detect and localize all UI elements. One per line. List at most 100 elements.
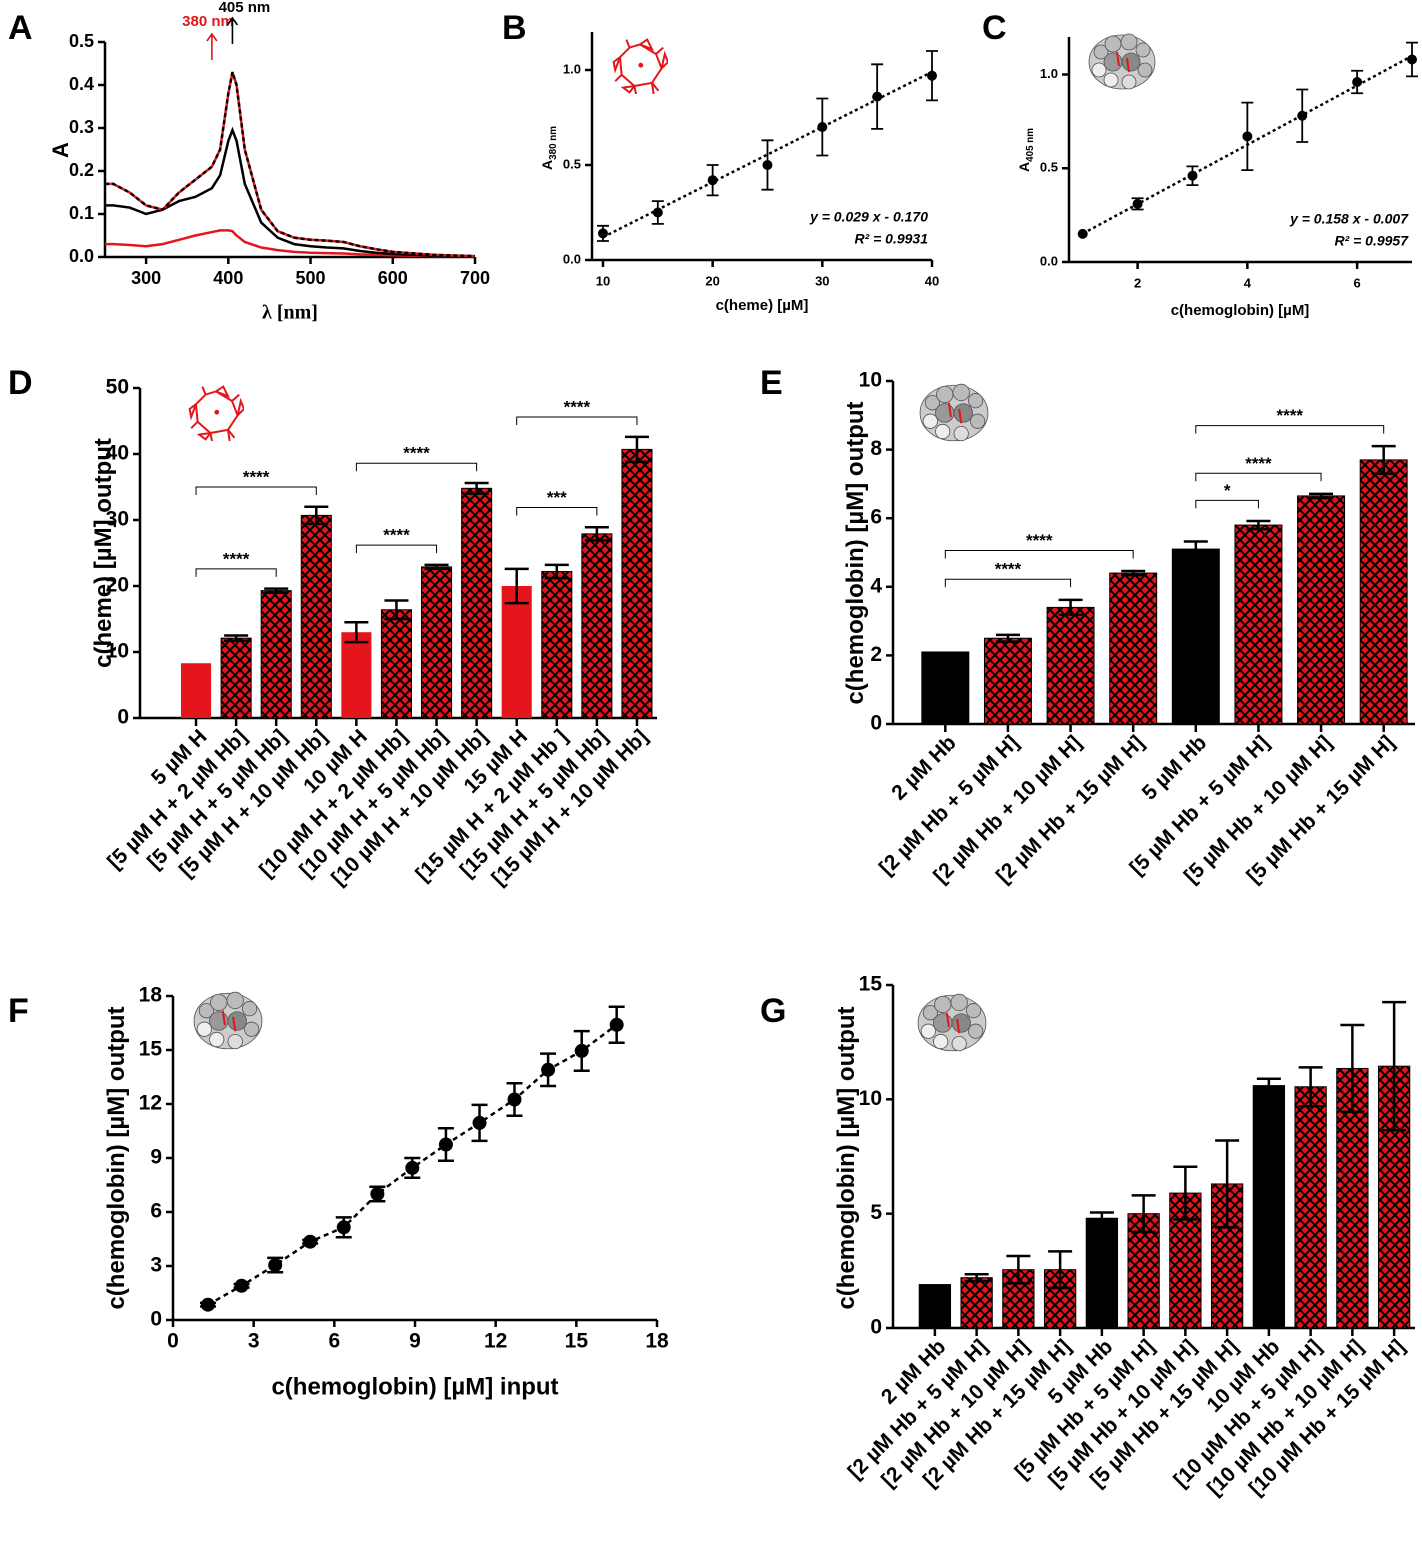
x-axis-label: λ [nm] xyxy=(262,302,318,324)
x-tick-label: 0 xyxy=(167,1330,179,1353)
significance-bracket xyxy=(355,462,478,472)
spectrum-line xyxy=(105,229,476,258)
hemoglobin-icon xyxy=(1087,32,1157,91)
y-tick-label: 50 xyxy=(106,376,129,399)
y-tick-label: 0.5 xyxy=(69,31,94,51)
significance-bracket xyxy=(516,506,598,516)
y-tick-label: 0.1 xyxy=(69,203,94,223)
bar-hatch xyxy=(1046,606,1095,725)
significance-bracket xyxy=(195,486,317,495)
error-bar xyxy=(344,621,369,644)
significance-bracket xyxy=(1195,472,1322,482)
y-axis-label: c(hemoglobin) [µM] output xyxy=(103,1006,130,1309)
fit-equation: y = 0.158 x - 0.007 xyxy=(1289,211,1409,227)
error-bar xyxy=(1048,1250,1073,1290)
bar-hatch xyxy=(300,514,332,719)
y-tick-label: 0 xyxy=(117,706,129,729)
y-axis-label: A405 nm xyxy=(1016,128,1036,172)
panel-label: B xyxy=(502,9,527,47)
y-axis-label: A xyxy=(48,142,73,158)
spectrum-line xyxy=(105,71,476,258)
heme-icon xyxy=(612,38,668,94)
x-tick-label: 15 xyxy=(565,1330,589,1353)
x-axis-label: c(heme) [µM] xyxy=(716,297,809,314)
error-bar xyxy=(995,633,1020,643)
bar xyxy=(341,632,372,718)
error-bar xyxy=(464,481,489,495)
hemoglobin-icon xyxy=(193,991,263,1050)
y-tick-label: 0.3 xyxy=(69,117,94,137)
panel-label: G xyxy=(760,992,786,1030)
bar-hatch xyxy=(918,1284,952,1329)
y-axis-label-main: A xyxy=(48,142,73,158)
annotation: 405 nm xyxy=(219,0,271,16)
point xyxy=(200,1297,215,1312)
y-axis-label: A380 nm xyxy=(539,126,559,170)
point xyxy=(405,1160,420,1175)
error-bar xyxy=(1183,540,1208,558)
point xyxy=(1297,110,1308,121)
error-bar xyxy=(264,587,289,594)
x-tick-label: 2 xyxy=(1134,275,1141,290)
bar-hatch xyxy=(921,651,970,725)
point xyxy=(1407,54,1417,65)
point xyxy=(1242,131,1253,142)
y-tick-label: 0 xyxy=(150,1308,162,1331)
y-tick-label: 20 xyxy=(106,574,129,597)
x-axis-label: c(hemoglobin) [µM] input xyxy=(271,1373,558,1400)
y-axis-label-main: A xyxy=(539,160,555,170)
point xyxy=(597,228,608,239)
significance-label: **** xyxy=(243,467,270,486)
panel-label: D xyxy=(8,364,33,402)
error-bar xyxy=(1006,1254,1031,1285)
point xyxy=(707,175,718,186)
significance-bracket xyxy=(516,416,638,426)
bar-hatch xyxy=(1297,495,1346,725)
x-tick-label: 600 xyxy=(378,268,408,288)
y-tick-label: 0.2 xyxy=(69,160,94,180)
bar-hatch xyxy=(380,609,412,719)
hemoglobin-icon xyxy=(917,993,987,1052)
bar-hatch xyxy=(541,570,573,719)
bar-hatch xyxy=(1359,459,1408,725)
y-tick-label: 10 xyxy=(106,640,129,663)
bar-hatch xyxy=(1294,1086,1327,1329)
bar-hatch xyxy=(421,566,453,719)
x-tick-label: 4 xyxy=(1244,275,1252,290)
point xyxy=(652,207,663,218)
y-tick-label: 0.4 xyxy=(69,74,94,94)
spectrum-line xyxy=(105,126,476,258)
x-tick-label: 700 xyxy=(460,268,490,288)
y-tick-label: 10 xyxy=(859,369,882,392)
y-tick-label: 40 xyxy=(106,442,129,465)
point xyxy=(927,70,937,81)
y-tick-label: 0 xyxy=(870,1316,882,1339)
bar-hatch xyxy=(1252,1085,1286,1329)
y-tick-label: 0.5 xyxy=(563,156,581,171)
bar xyxy=(181,663,212,718)
significance-bracket xyxy=(195,568,277,577)
y-axis-label-main: A xyxy=(1016,162,1032,172)
x-axis-label: c(hemoglobin) [µM] xyxy=(1171,302,1310,319)
error-bar xyxy=(504,567,529,605)
panel-label: C xyxy=(982,9,1007,47)
y-tick-label: 18 xyxy=(139,984,163,1007)
y-tick-label: 1.0 xyxy=(1040,66,1058,81)
y-tick-label: 0.0 xyxy=(69,246,94,266)
y-tick-label: 2 xyxy=(870,643,882,666)
x-tick-label: 9 xyxy=(409,1330,421,1353)
point xyxy=(303,1234,318,1249)
point xyxy=(1077,228,1088,239)
y-tick-label: 0 xyxy=(870,712,882,735)
point xyxy=(1132,198,1143,209)
point xyxy=(438,1137,453,1152)
bar-hatch xyxy=(220,637,252,719)
x-tick-label: 12 xyxy=(484,1330,507,1353)
x-tick-label: 3 xyxy=(248,1330,260,1353)
error-bar xyxy=(584,526,609,542)
bar-hatch xyxy=(960,1277,993,1329)
error-bar xyxy=(1089,1211,1114,1226)
point xyxy=(1352,77,1363,87)
significance-label: **** xyxy=(1026,531,1053,550)
